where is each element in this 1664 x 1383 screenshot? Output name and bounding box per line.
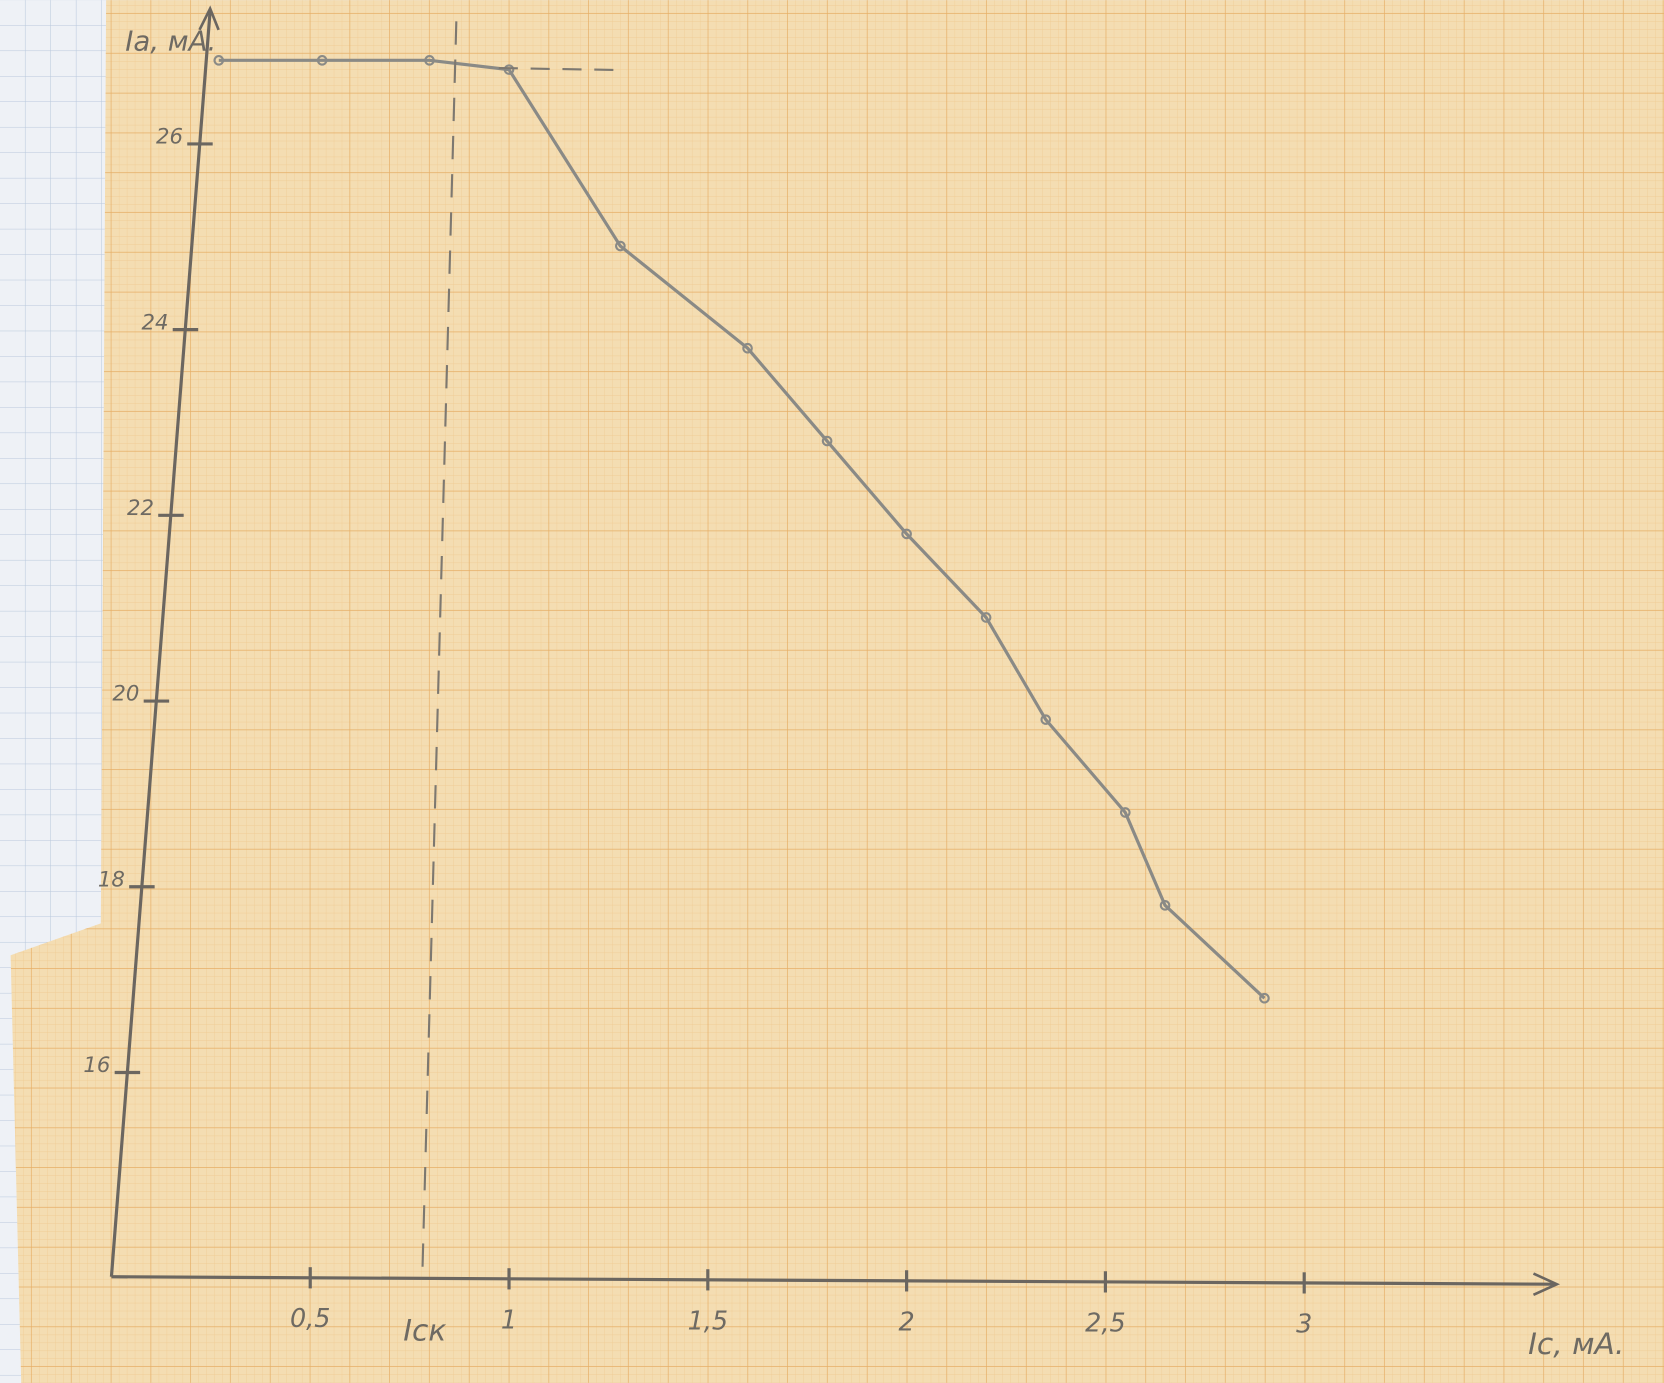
x-tick-label: 1: [501, 1305, 517, 1335]
x-axis-label: Iс, мА.: [1528, 1327, 1624, 1362]
chart: Iа, мА. Iс, мА. Iск 16 18 20 22 24 26 0,5 1 1,5 2…: [0, 0, 1664, 1383]
x-tick-label: 0,5: [290, 1304, 330, 1334]
x-tick-label: 2: [899, 1307, 915, 1337]
x-tick-label: 2,5: [1085, 1308, 1125, 1338]
y-tick-label: 26: [156, 125, 183, 150]
x-tick-label: 1,5: [688, 1306, 728, 1336]
graph-paper-grid: [11, 0, 1664, 1383]
y-axis-label: Iа, мА.: [125, 25, 216, 58]
x-tick-label: 3: [1296, 1309, 1312, 1339]
y-tick-label: 22: [127, 496, 154, 521]
annotation: Iск: [403, 1313, 446, 1348]
y-tick-label: 20: [112, 682, 139, 707]
y-tick-label: 16: [83, 1053, 110, 1078]
y-tick-label: 24: [141, 310, 168, 335]
y-tick-label: 18: [98, 867, 125, 892]
page: Iа, мА. Iс, мА. Iск 16 18 20 22 24 26 0,5 1 1,5 2…: [0, 0, 1664, 1383]
